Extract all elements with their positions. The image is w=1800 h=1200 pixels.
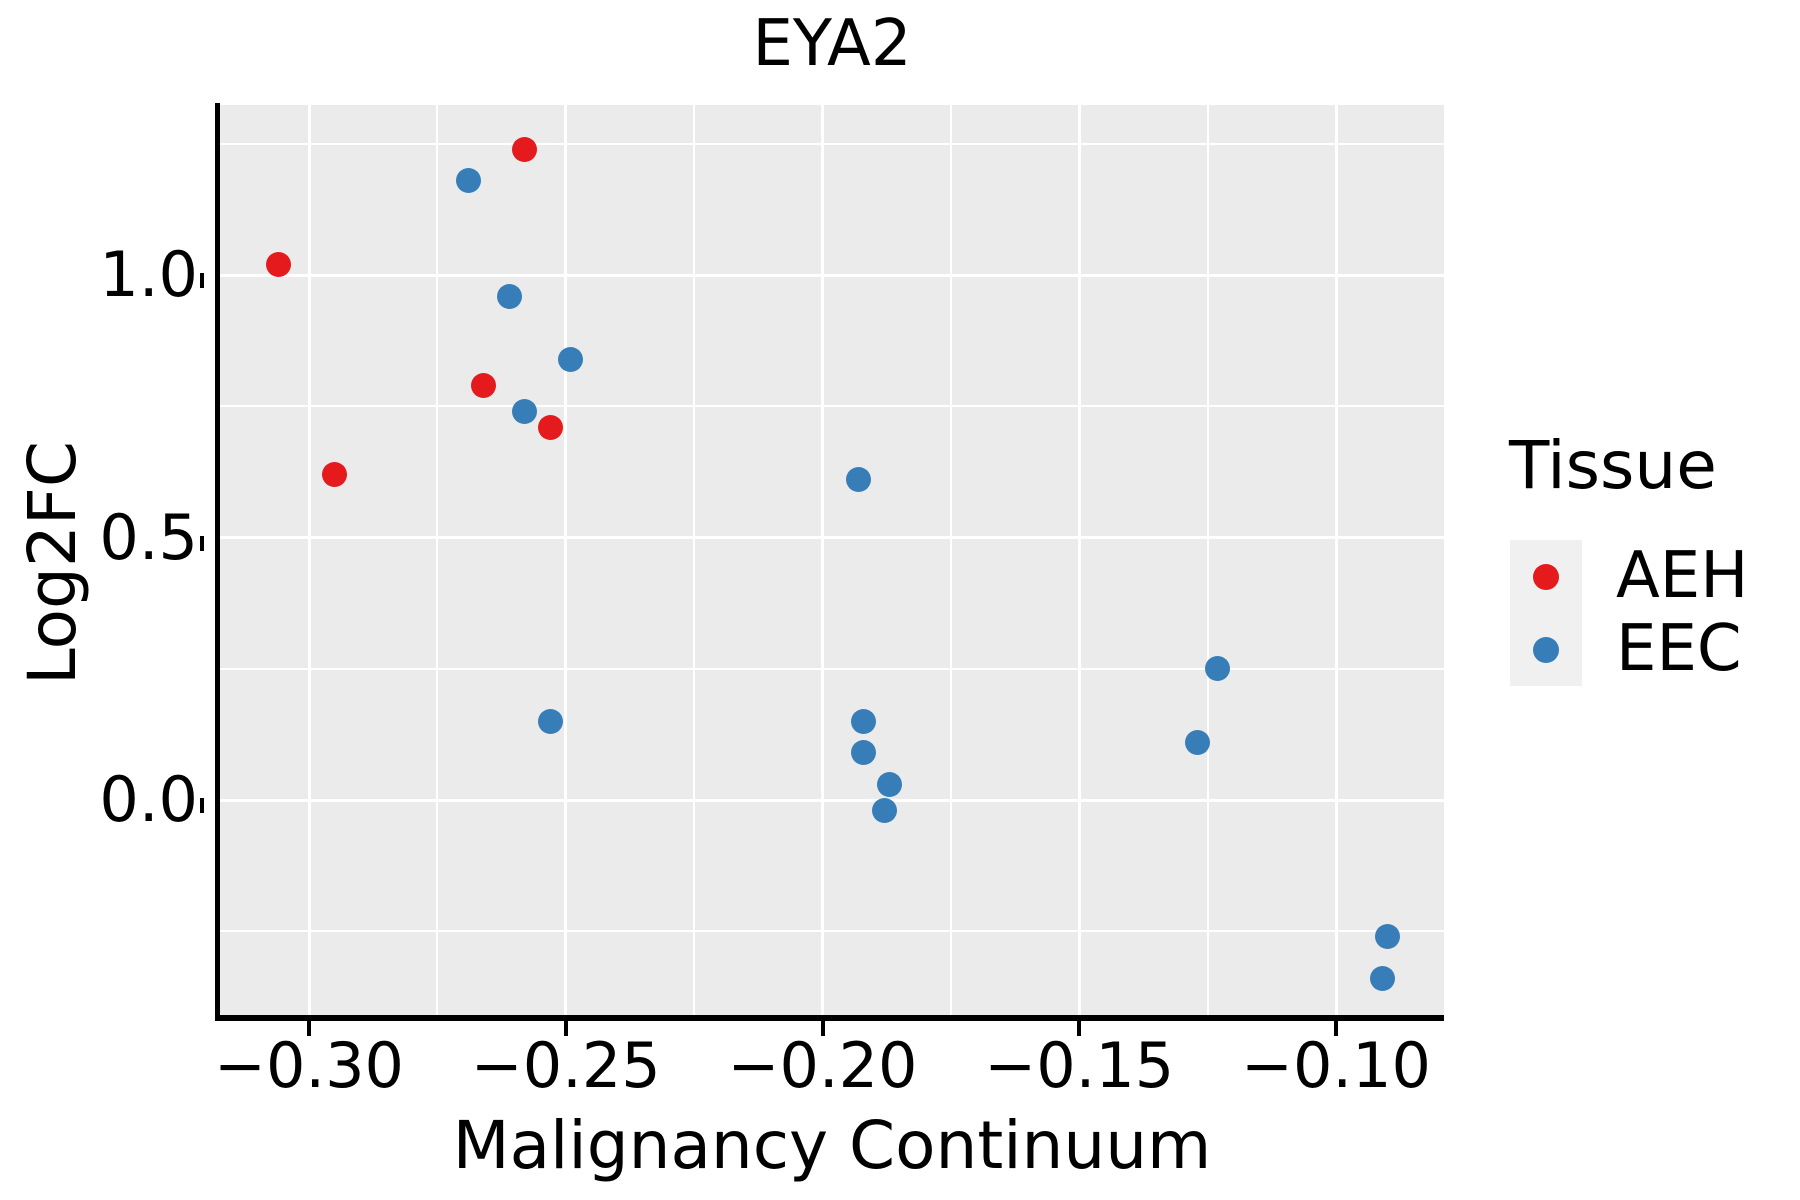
data-point-eec	[512, 399, 538, 424]
data-point-eec	[851, 708, 877, 734]
legend-key-eec	[1510, 613, 1582, 686]
x-tick-label: −0.10	[1241, 1029, 1431, 1102]
x-axis-line	[215, 1015, 1444, 1021]
y-axis-line	[215, 103, 220, 1021]
data-point-eec	[1374, 924, 1400, 949]
x-tick-label: −0.20	[727, 1029, 918, 1102]
y-tick-mark	[200, 535, 204, 551]
data-point-eec	[871, 798, 897, 823]
x-gridline-major	[564, 105, 568, 1018]
y-tick-mark	[200, 798, 204, 813]
x-tick-mark	[563, 1021, 568, 1036]
x-tick-label: −0.15	[984, 1029, 1175, 1102]
legend-key-aeh	[1510, 540, 1582, 613]
x-tick-label: −0.25	[470, 1029, 661, 1102]
x-gridline-major	[821, 105, 824, 1018]
y-gridline-major	[220, 273, 1444, 277]
data-point-eec	[455, 168, 481, 193]
x-gridline-minor	[1206, 105, 1209, 1018]
data-point-aeh	[512, 136, 538, 162]
chart-title: EYA2	[752, 7, 912, 81]
y-tick-label: 0.5	[99, 500, 198, 574]
data-point-eec	[1369, 966, 1395, 991]
x-gridline-minor	[436, 105, 439, 1018]
x-tick-mark	[820, 1021, 825, 1036]
legend-label-aeh: AEH	[1616, 539, 1749, 613]
x-gridline-minor	[949, 105, 952, 1018]
data-point-aeh	[471, 372, 497, 398]
plot-panel	[220, 105, 1444, 1018]
data-point-aeh	[537, 414, 563, 440]
y-gridline-minor	[220, 930, 1444, 933]
y-tick-label: 0.0	[99, 763, 198, 836]
data-point-eec	[851, 740, 877, 766]
x-tick-mark	[1334, 1021, 1338, 1036]
data-point-eec	[496, 283, 522, 309]
data-point-eec	[845, 467, 871, 493]
y-gridline-major	[220, 798, 1444, 802]
x-axis-title: Malignancy Continuum	[452, 1107, 1212, 1184]
y-gridline-minor	[220, 667, 1444, 670]
legend-title: Tissue	[1509, 427, 1717, 504]
y-tick-mark	[200, 273, 204, 288]
y-tick-label: 1.0	[99, 238, 198, 311]
legend-label-eec: EEC	[1616, 612, 1742, 686]
y-gridline-major	[220, 536, 1444, 539]
x-gridline-major	[307, 105, 311, 1018]
legend-swatch-aeh-icon	[1533, 564, 1559, 590]
data-point-eec	[558, 346, 584, 372]
data-point-eec	[537, 708, 563, 734]
data-point-eec	[1205, 656, 1231, 682]
x-gridline-major	[1334, 105, 1338, 1018]
y-gridline-minor	[220, 405, 1444, 408]
x-gridline-major	[1077, 105, 1081, 1018]
y-gridline-minor	[220, 142, 1444, 145]
data-point-aeh	[322, 462, 348, 487]
x-tick-mark	[1077, 1021, 1082, 1036]
data-point-eec	[876, 771, 902, 797]
x-tick-label: −0.30	[214, 1029, 404, 1102]
legend-swatch-eec-icon	[1533, 637, 1559, 663]
x-gridline-minor	[693, 105, 696, 1018]
data-point-aeh	[265, 252, 291, 277]
data-point-eec	[1184, 729, 1210, 755]
x-tick-mark	[307, 1021, 311, 1036]
